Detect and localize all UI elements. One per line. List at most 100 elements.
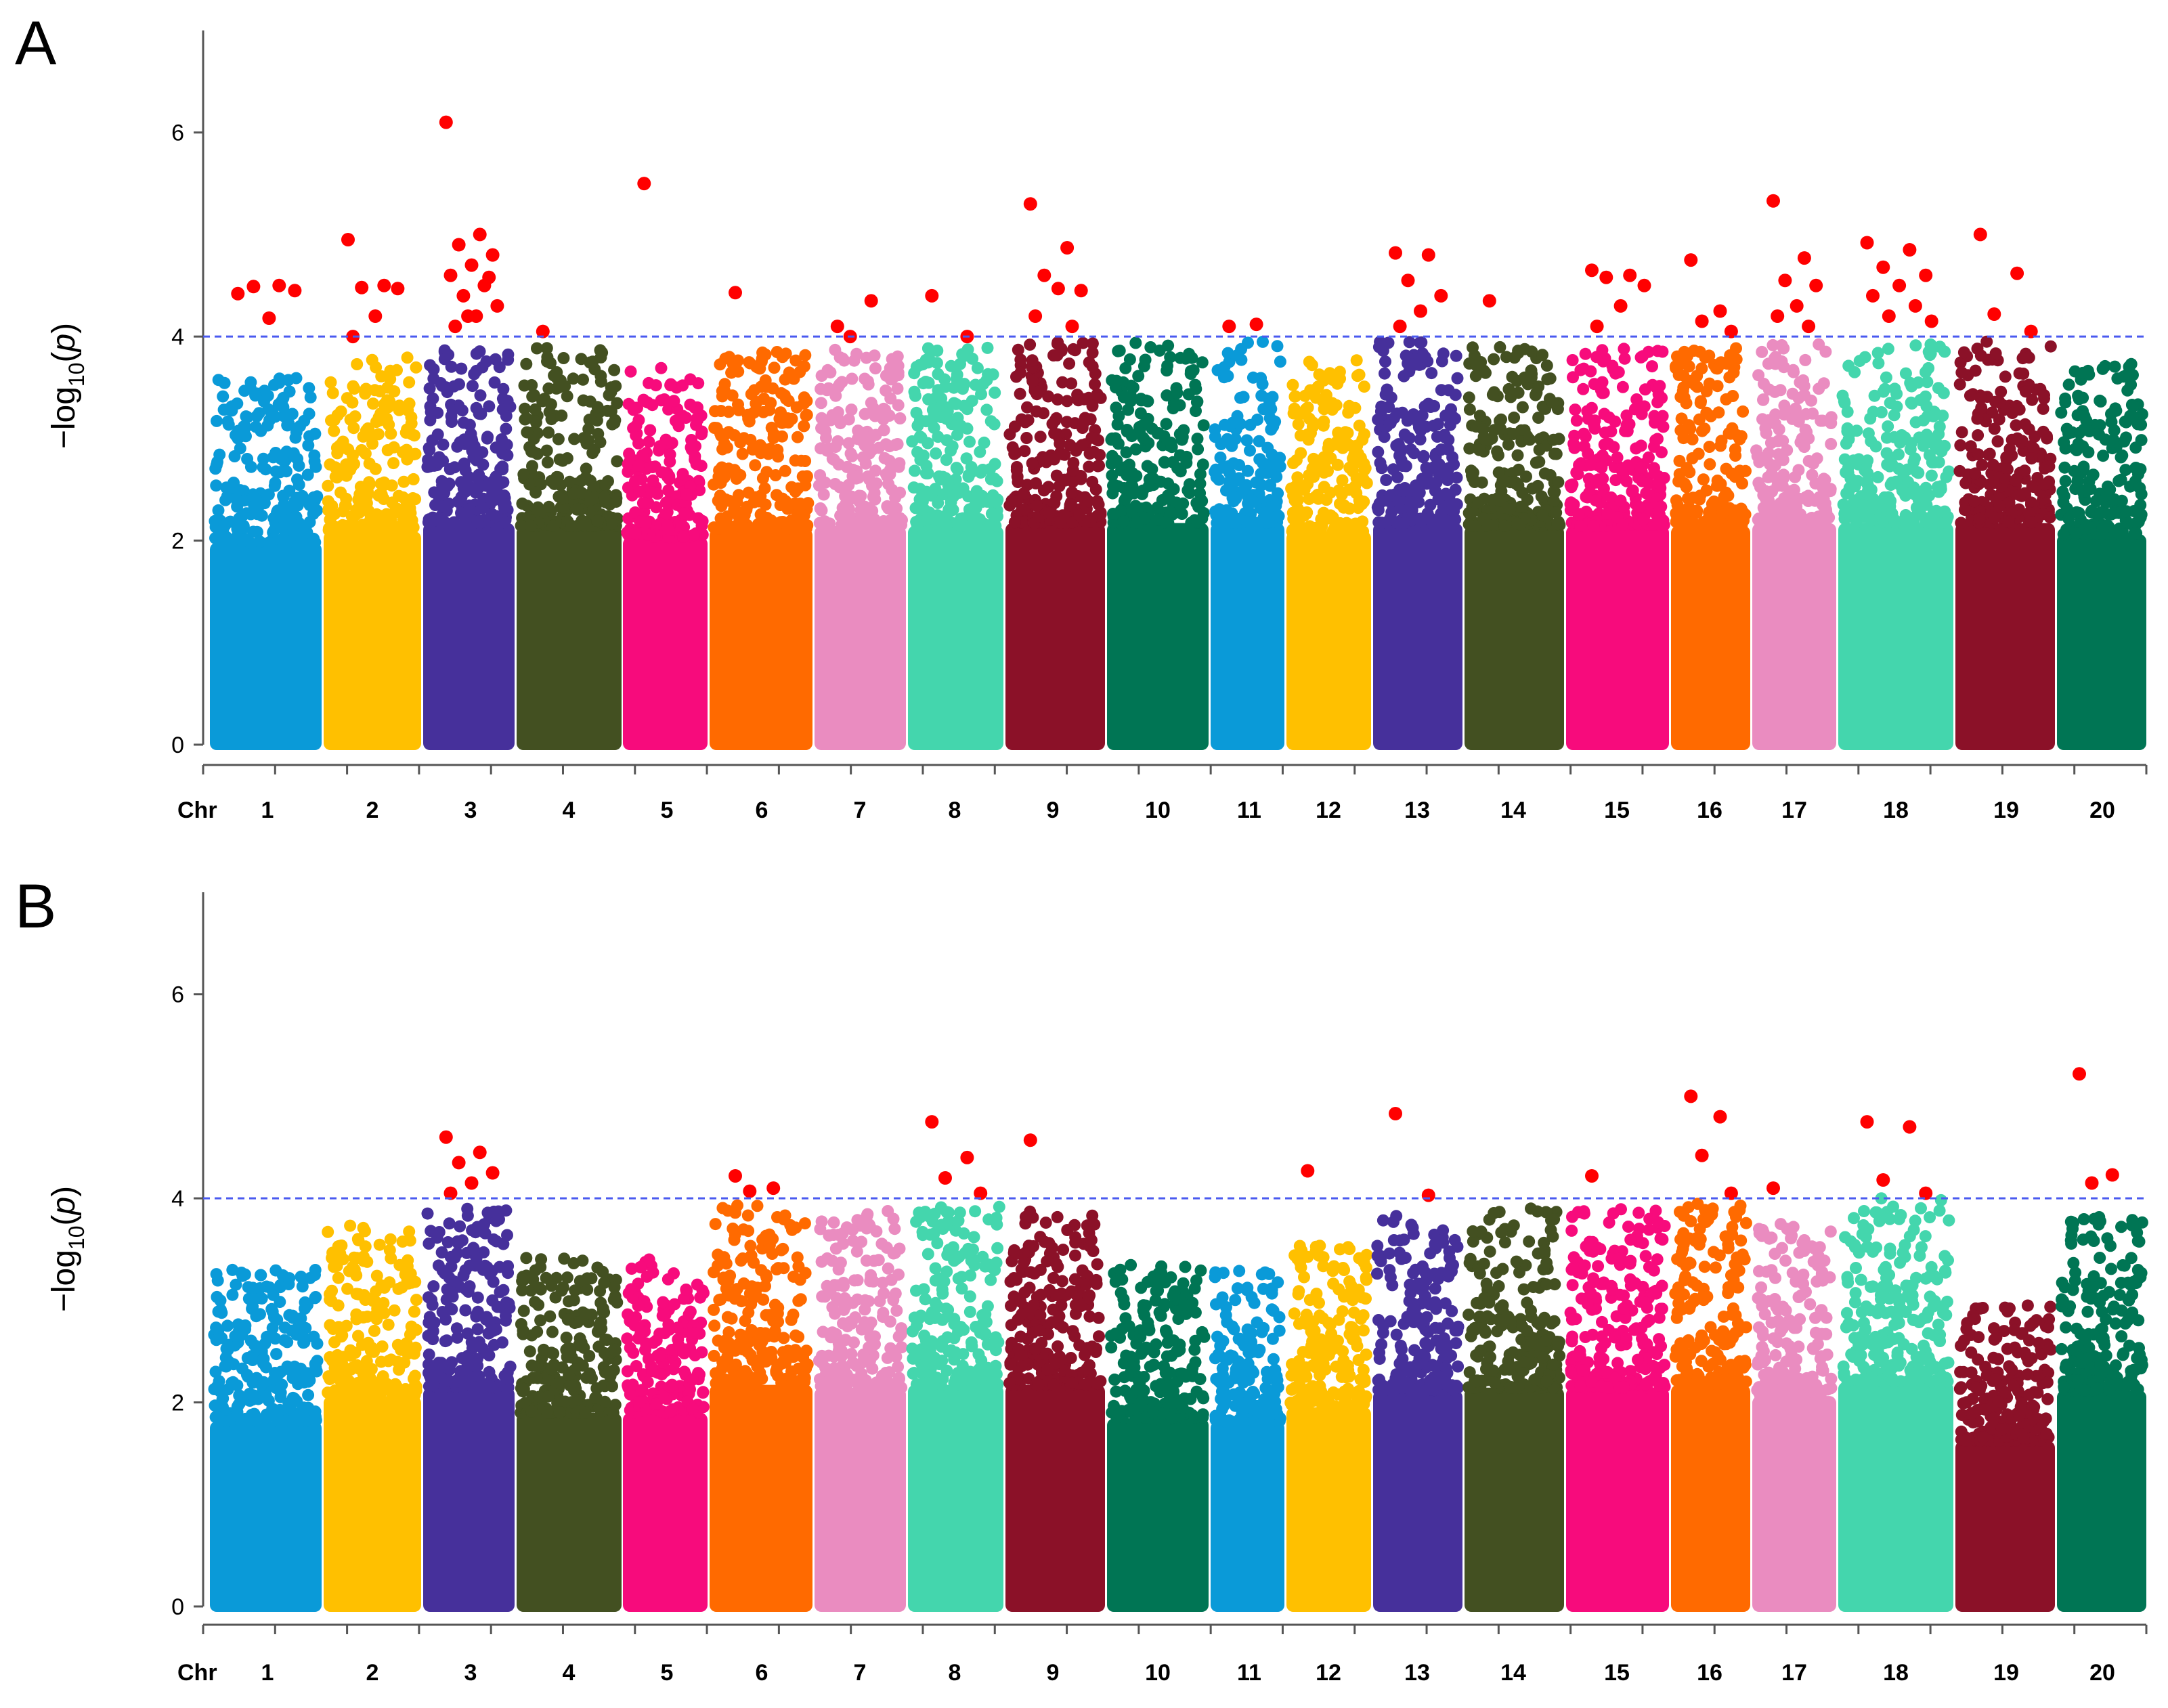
snp-point xyxy=(845,403,858,416)
snp-point xyxy=(1800,408,1813,420)
snp-point xyxy=(1909,489,1922,501)
snp-point xyxy=(303,382,316,395)
snp-point xyxy=(1286,506,1299,519)
significant-snp-point xyxy=(439,115,453,129)
snp-point xyxy=(989,387,1001,399)
significant-snp-point xyxy=(1613,299,1628,313)
snp-point xyxy=(442,349,455,362)
snp-point xyxy=(1379,355,1391,368)
snp-point xyxy=(1596,344,1609,357)
snp-point xyxy=(1274,460,1286,473)
snp-point xyxy=(1214,452,1227,464)
snp-point xyxy=(1177,497,1190,510)
point-cloud xyxy=(1838,523,1953,750)
snp-point xyxy=(1462,391,1475,404)
snp-point xyxy=(601,1334,613,1346)
significant-snp-point xyxy=(341,233,355,246)
snp-point xyxy=(307,491,320,504)
snp-point xyxy=(374,407,387,420)
snp-point xyxy=(1871,347,1884,359)
snp-point xyxy=(785,481,798,494)
snp-point xyxy=(1295,447,1307,460)
snp-point xyxy=(283,1401,296,1414)
snp-point xyxy=(965,461,978,473)
snp-point xyxy=(1516,501,1529,513)
snp-point xyxy=(239,1415,252,1427)
snp-point xyxy=(471,1323,484,1336)
snp-point xyxy=(1190,382,1202,395)
snp-point xyxy=(350,1313,363,1326)
chromosome-18-points xyxy=(1836,236,1955,750)
significant-snp-point xyxy=(1866,288,1880,303)
snp-point xyxy=(1504,503,1517,516)
snp-point xyxy=(375,370,388,382)
snp-point xyxy=(255,1269,267,1282)
chromosome-label: 6 xyxy=(756,797,768,823)
snp-point xyxy=(891,382,904,395)
significant-snp-point xyxy=(1637,278,1651,292)
snp-point xyxy=(1626,484,1639,497)
snp-point xyxy=(462,470,475,483)
snp-point xyxy=(1056,376,1069,389)
snp-point xyxy=(493,1261,506,1273)
snp-point xyxy=(815,422,827,435)
snp-point xyxy=(1357,473,1370,485)
snp-point xyxy=(1010,464,1023,477)
snp-point xyxy=(1077,416,1090,429)
snp-point xyxy=(678,507,691,520)
snp-point xyxy=(409,1275,422,1288)
snp-point xyxy=(1525,345,1538,358)
snp-point xyxy=(1375,340,1388,353)
snp-point xyxy=(802,497,815,510)
snp-point xyxy=(860,505,873,518)
snp-point xyxy=(779,464,792,477)
snp-point xyxy=(1343,461,1356,474)
snp-point xyxy=(1523,433,1536,446)
snp-point xyxy=(1902,476,1914,488)
snp-point xyxy=(2002,515,2015,528)
snp-point xyxy=(880,468,892,481)
snp-point xyxy=(531,342,543,355)
snp-point xyxy=(1882,420,1894,433)
snp-point xyxy=(691,413,704,426)
snp-point xyxy=(527,445,540,458)
chromosome-10-points xyxy=(1105,336,1210,750)
snp-point xyxy=(471,1291,484,1304)
significant-snp-point xyxy=(1585,263,1599,278)
snp-point xyxy=(611,455,624,468)
snp-point xyxy=(1012,343,1024,356)
snp-point xyxy=(821,364,834,376)
snp-point xyxy=(852,424,865,437)
snp-point xyxy=(580,462,592,475)
snp-point xyxy=(2096,527,2108,540)
snp-point xyxy=(1435,355,1448,368)
snp-point xyxy=(584,475,597,487)
snp-point xyxy=(228,450,241,462)
snp-point xyxy=(1257,403,1270,416)
snp-point xyxy=(1808,494,1821,507)
significant-snp-point xyxy=(355,280,369,294)
snp-point xyxy=(1394,445,1407,458)
snp-point xyxy=(948,397,960,410)
snp-point xyxy=(1106,374,1119,387)
snp-point xyxy=(520,357,533,370)
snp-point xyxy=(504,1360,517,1373)
snp-point xyxy=(2006,407,2019,419)
snp-point xyxy=(326,500,339,512)
snp-point xyxy=(859,372,871,385)
chromosome-label: 1 xyxy=(261,797,274,823)
snp-point xyxy=(678,530,690,543)
snp-point xyxy=(347,422,360,435)
snp-point xyxy=(1026,374,1039,387)
chromosome-label: 7 xyxy=(854,797,867,823)
snp-point xyxy=(1798,380,1811,393)
snp-point xyxy=(757,442,770,455)
significant-snp-point xyxy=(1876,260,1890,274)
snp-point xyxy=(210,1321,223,1334)
snp-point xyxy=(1498,519,1511,532)
snp-point xyxy=(1880,447,1893,460)
snp-point xyxy=(1633,500,1646,513)
snp-point xyxy=(1444,418,1456,431)
snp-point xyxy=(1618,343,1630,355)
